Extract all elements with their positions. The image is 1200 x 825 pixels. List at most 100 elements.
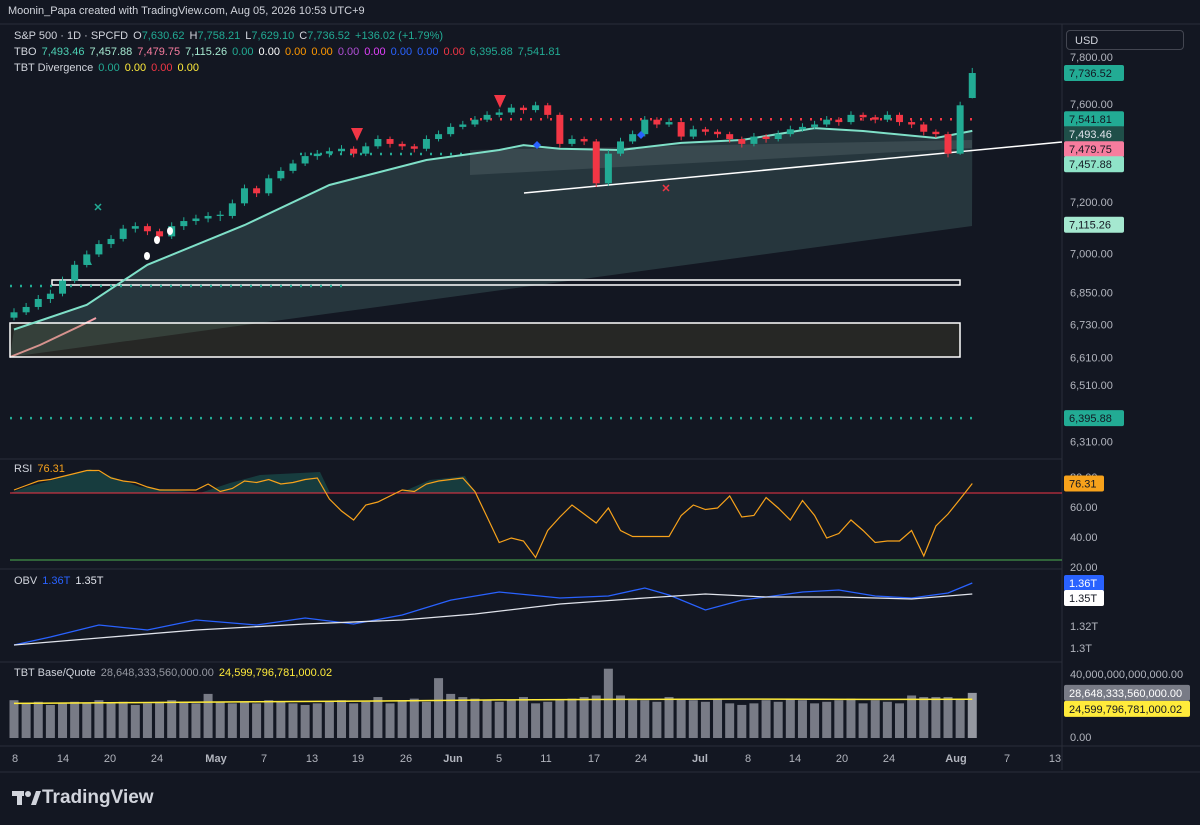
volume-bar xyxy=(846,698,856,738)
footer xyxy=(0,773,1200,825)
candle-body xyxy=(398,143,406,147)
volume-bar xyxy=(725,703,735,738)
volume-bar xyxy=(167,700,177,738)
volume-bar xyxy=(494,701,504,738)
volume-bar xyxy=(421,701,431,738)
candle-body xyxy=(908,122,916,125)
volume-bar xyxy=(324,701,334,738)
candle-body xyxy=(107,238,115,245)
volume-bar xyxy=(616,695,625,738)
volume-bar xyxy=(276,701,286,738)
volume-bar xyxy=(349,703,359,738)
candle-body xyxy=(823,119,831,125)
candle-body xyxy=(289,163,297,171)
candle-body xyxy=(762,136,770,140)
volume-bar xyxy=(749,703,759,738)
volume-bar xyxy=(955,698,965,738)
x-tick-label: 11 xyxy=(540,753,551,765)
legend-text: 7,629.10 xyxy=(251,30,295,42)
volume-bar xyxy=(640,700,650,738)
x-tick-label: 24 xyxy=(635,753,647,765)
x-tick-label: 14 xyxy=(57,753,69,765)
logo-icon xyxy=(12,791,41,805)
signal-dot xyxy=(167,227,173,235)
signal-up xyxy=(84,257,92,265)
candle-body xyxy=(544,105,552,115)
candle-body xyxy=(374,139,382,147)
signal-dot xyxy=(154,236,160,244)
volume-bar xyxy=(773,701,783,738)
legend-text: 7,479.75 xyxy=(137,46,181,58)
volume-bar xyxy=(591,695,601,738)
legend-text: H xyxy=(189,30,198,42)
candle-body xyxy=(811,124,819,127)
price-badge-label: 7,541.81 xyxy=(1069,114,1112,126)
trend-line xyxy=(523,141,1063,194)
signal-cross xyxy=(662,184,670,192)
signal-down xyxy=(351,128,363,141)
x-tick-label: Jun xyxy=(443,753,463,765)
volume-bar xyxy=(300,704,310,738)
legend: RSI 76.31 xyxy=(14,463,70,475)
x-tick-label: 20 xyxy=(104,753,116,765)
volume-bar xyxy=(931,697,941,738)
price-badge xyxy=(1064,700,1190,717)
legend: TBT Base/Quote 28,648,333,560,000.00 24,59… xyxy=(14,667,337,679)
volume-bar xyxy=(482,700,492,738)
volume-bar xyxy=(555,700,565,738)
volume-bar xyxy=(907,695,917,738)
price-badge-label: 1.35T xyxy=(1069,593,1097,605)
x-tick-label: 14 xyxy=(789,753,801,765)
candle-body xyxy=(338,148,346,152)
y-tick-label: 7,200.00 xyxy=(1070,197,1113,209)
candle-body xyxy=(956,105,964,154)
legend-text: C xyxy=(299,30,308,42)
signal-diamond xyxy=(637,131,645,139)
candle-body xyxy=(507,107,515,113)
price-badge-label: 7,115.26 xyxy=(1069,220,1111,232)
volume-bar xyxy=(118,701,128,738)
volume-bar xyxy=(713,698,723,738)
legend-text: 6,395.88 xyxy=(469,46,513,58)
candle-body xyxy=(835,119,843,123)
volume-bar xyxy=(142,703,152,738)
volume-bar xyxy=(967,692,977,738)
volume-bar xyxy=(191,703,201,738)
price-badge-label: 7,457.88 xyxy=(1069,159,1112,171)
volume-bar xyxy=(761,700,771,738)
candle-body xyxy=(228,203,236,216)
pink-line xyxy=(9,317,97,358)
signal-down xyxy=(494,95,506,108)
volume-bar xyxy=(506,700,516,738)
x-tick-label: 20 xyxy=(836,753,848,765)
price-badge xyxy=(1064,65,1124,82)
candle-body xyxy=(277,170,285,179)
candle-body xyxy=(471,119,479,125)
legend: TBT Divergence 0.00 0.00 0.00 0.00 xyxy=(14,62,204,74)
legend-text: 0.00 xyxy=(258,46,280,58)
volume-bar xyxy=(252,703,262,738)
volume-bar xyxy=(700,701,710,738)
separators xyxy=(0,23,1200,773)
candle-body xyxy=(204,215,212,219)
x-tick-label: 5 xyxy=(496,753,502,765)
volume-bar xyxy=(603,668,613,738)
candle-body xyxy=(362,146,370,154)
candle-body xyxy=(192,218,200,222)
candle-body xyxy=(10,312,18,318)
candle-body xyxy=(665,122,673,125)
price-badge-label: 28,648,333,560,000.00 xyxy=(1069,688,1182,700)
candle-body xyxy=(22,306,30,313)
candle-body xyxy=(435,134,443,140)
candle-body xyxy=(386,139,394,144)
candle-body xyxy=(301,156,309,164)
price-badge-label: 76.31 xyxy=(1069,478,1097,490)
volume-bar xyxy=(943,697,953,738)
candle-body xyxy=(253,188,261,194)
candle-body xyxy=(459,124,467,127)
x-tick-label: 24 xyxy=(151,753,163,765)
candle-body xyxy=(798,126,806,130)
currency-button[interactable]: USD xyxy=(1066,30,1184,50)
legend-text: 0.00 xyxy=(284,46,307,58)
price-badge-label: 7,493.46 xyxy=(1069,129,1112,141)
